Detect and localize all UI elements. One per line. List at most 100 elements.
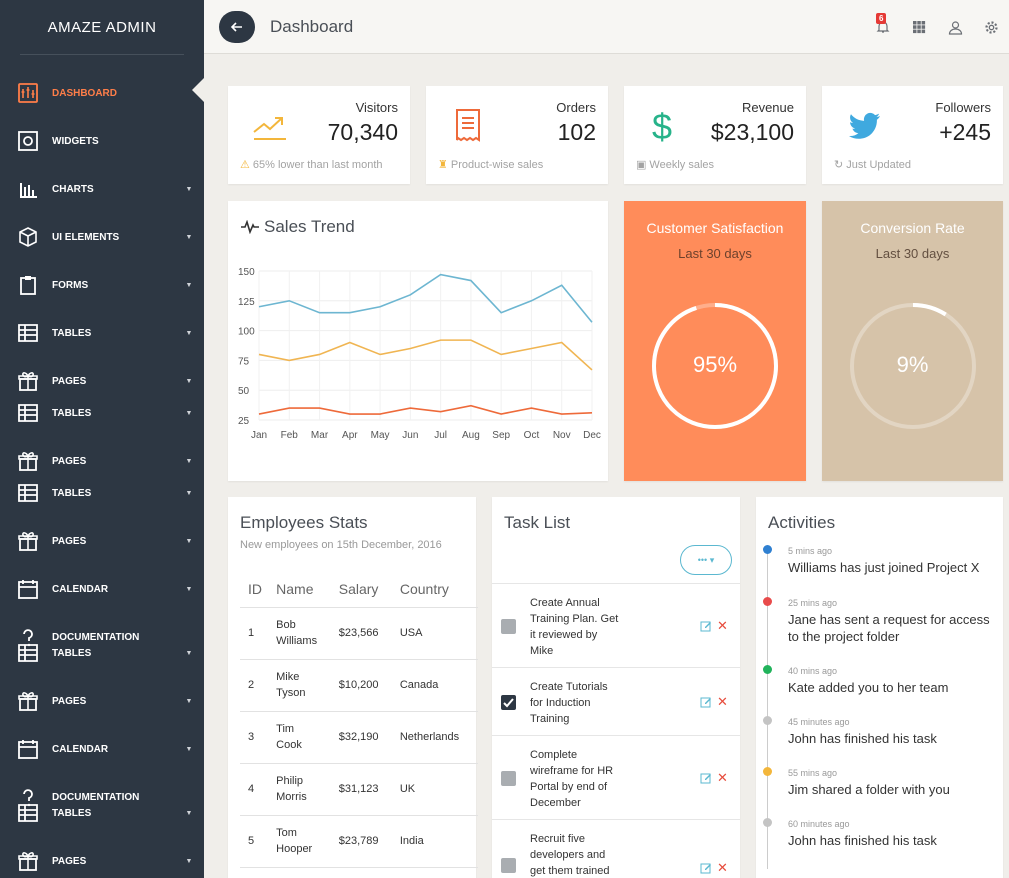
task-checkbox[interactable] xyxy=(501,771,516,786)
column-header: Salary xyxy=(330,572,392,608)
apps-button[interactable] xyxy=(901,9,937,45)
employees-title: Employees Stats xyxy=(240,513,368,532)
stat-value: 70,340 xyxy=(327,119,398,145)
sidebar-item-charts[interactable]: CHARTS ▼ xyxy=(0,174,204,204)
task-text-line: December xyxy=(530,797,581,809)
stat-value: 102 xyxy=(557,119,596,145)
table-row: 4 Philip Morris $31,123 UK xyxy=(240,763,478,816)
arrow-left-icon xyxy=(230,21,242,32)
notifications-button[interactable]: 6 xyxy=(865,9,901,45)
timeline-dot xyxy=(763,545,772,554)
task-options-button[interactable]: ••• ▾ xyxy=(680,545,732,575)
cell-id: 5 xyxy=(240,815,269,868)
stat-value: $23,100 xyxy=(710,119,794,145)
conversion-gauge xyxy=(850,303,976,429)
gear-icon xyxy=(984,20,998,34)
notification-badge: 6 xyxy=(876,13,887,24)
cell-name: Tim Cook xyxy=(268,711,331,764)
sidebar-item-forms[interactable]: FORMS ▼ xyxy=(0,270,204,300)
sidebar-item-tables[interactable]: TABLES ▼ xyxy=(0,478,204,508)
visitors-card: Visitors 70,340 ⚠ 65% lower than last mon… xyxy=(228,86,410,184)
sidebar-item-calendar[interactable]: CALENDAR ▼ xyxy=(0,574,204,604)
activity-text-line: Jane has sent a request for access xyxy=(788,612,990,627)
edit-icon[interactable] xyxy=(700,862,712,874)
last-name: Morris xyxy=(276,791,307,803)
task-checkbox[interactable] xyxy=(501,619,516,634)
cell-name: Tom Hooper xyxy=(268,815,331,868)
sidebar-item-calendar[interactable]: CALENDAR ▼ xyxy=(0,734,204,764)
cube-icon xyxy=(18,227,38,247)
cell-id: 1 xyxy=(240,607,269,660)
task-checkbox[interactable] xyxy=(501,858,516,873)
sidebar-item-tables[interactable]: TABLES ▼ xyxy=(0,318,204,348)
warning-icon: ⚠ xyxy=(240,159,250,171)
stat-label: Orders xyxy=(556,100,596,115)
sidebar-item-pages[interactable]: PAGES ▼ xyxy=(0,526,204,556)
settings-button[interactable] xyxy=(973,9,1009,45)
y-tick-label: 50 xyxy=(238,386,250,397)
timeline-dot xyxy=(763,716,772,725)
x-tick-label: Feb xyxy=(281,430,299,441)
activity-text-line: Kate added you to her team xyxy=(788,680,949,695)
chevron-down-icon: ▼ xyxy=(185,233,193,241)
sidebar-item-pages[interactable]: PAGES ▼ xyxy=(0,446,204,476)
task-text-line: Mike xyxy=(530,645,554,657)
satisfaction-gauge xyxy=(652,303,778,429)
cell-id: 3 xyxy=(240,711,269,764)
brand-logo: AMAZE ADMIN xyxy=(47,18,157,36)
stat-footnote: Just Updated xyxy=(846,158,912,171)
delete-icon[interactable]: ✕ xyxy=(717,860,728,875)
edit-icon[interactable] xyxy=(700,620,712,632)
cell-country: UK xyxy=(391,763,478,816)
sidebar-item-pages[interactable]: PAGES ▼ xyxy=(0,366,204,396)
profile-button[interactable] xyxy=(937,9,973,45)
x-tick-label: Nov xyxy=(553,430,571,441)
sidebar-item-tables[interactable]: TABLES ▼ xyxy=(0,798,204,828)
sidebar-item-pages[interactable]: PAGES ▼ xyxy=(0,686,204,716)
cell-id: 2 xyxy=(240,659,269,712)
edit-icon[interactable] xyxy=(700,696,712,708)
sidebar-item-pages[interactable]: PAGES ▼ xyxy=(0,846,204,876)
sidebar-item-widgets[interactable]: WIDGETS xyxy=(0,126,204,156)
sidebar-item-label: CALENDAR xyxy=(52,583,109,595)
activity-text-line: John has finished his task xyxy=(788,731,937,746)
sidebar-item-tables[interactable]: TABLES ▼ xyxy=(0,398,204,428)
task-text-line: get them trained xyxy=(530,865,610,877)
task-checkbox[interactable] xyxy=(501,695,516,710)
page-title: Dashboard xyxy=(270,16,354,36)
employees-card: Employees Stats New employees on 15th De… xyxy=(228,497,478,878)
activity-time: 45 minutes ago xyxy=(788,717,850,727)
stat-footnote: Weekly sales xyxy=(649,158,715,171)
sidebar-item-label: CHARTS xyxy=(52,183,94,195)
x-tick-label: May xyxy=(371,430,390,441)
delete-icon[interactable]: ✕ xyxy=(717,694,728,709)
x-tick-label: Mar xyxy=(311,430,329,441)
y-tick-label: 100 xyxy=(238,327,255,338)
sidebar-item-ui-elements[interactable]: UI ELEMENTS ▼ xyxy=(0,222,204,252)
delete-icon[interactable]: ✕ xyxy=(717,618,728,633)
task-text: Create Annual Training Plan. Get it review… xyxy=(530,595,640,659)
chevron-down-icon: ▼ xyxy=(185,649,193,657)
sidebar-item-label: PAGES xyxy=(52,455,87,467)
gift-icon xyxy=(18,531,38,551)
activity-text-line: to the project folder xyxy=(788,629,900,644)
sidebar-item-tables[interactable]: TABLES ▼ xyxy=(0,638,204,668)
activity-text-line: John has finished his task xyxy=(788,833,937,848)
sidebar-item-dashboard[interactable]: DASHBOARD xyxy=(0,78,204,108)
table-icon xyxy=(18,323,38,343)
timeline-dot xyxy=(763,767,772,776)
task-text-line: wireframe for HR xyxy=(530,765,614,777)
cell-country: India xyxy=(391,815,478,868)
gauge-title: Conversion Rate xyxy=(860,220,965,236)
first-name: Bob xyxy=(276,619,296,631)
back-button[interactable] xyxy=(219,10,255,43)
charts-icon xyxy=(18,179,38,199)
timeline-dot xyxy=(763,818,772,827)
delete-icon[interactable]: ✕ xyxy=(717,770,728,785)
edit-icon[interactable] xyxy=(700,772,712,784)
badge-icon: ♜ xyxy=(438,159,448,171)
check-icon xyxy=(503,698,514,708)
receipt-icon xyxy=(456,109,480,142)
task-text: Create Tutorials for Induction Training xyxy=(530,679,640,727)
x-tick-label: Sep xyxy=(492,430,510,441)
